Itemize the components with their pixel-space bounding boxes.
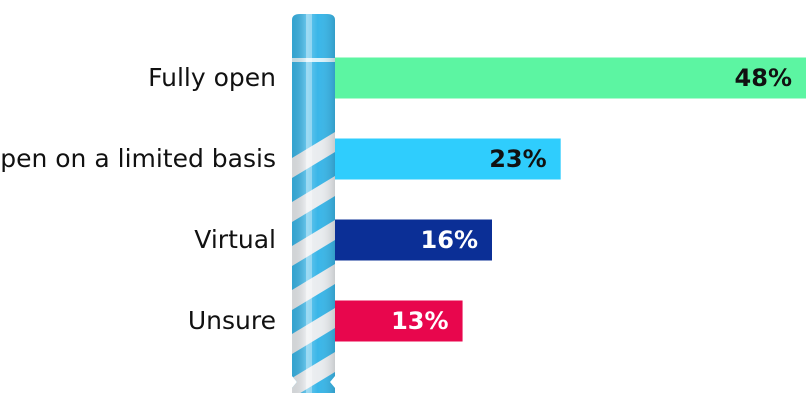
bars-layer — [335, 57, 806, 342]
straw-shading — [292, 14, 335, 393]
value-label: 16% — [420, 226, 478, 254]
bar-virtual — [335, 219, 492, 261]
category-label: Fully open — [148, 63, 276, 92]
value-label: 23% — [489, 145, 547, 173]
straw-baseline-graphic — [292, 14, 335, 393]
category-label: Virtual — [194, 225, 276, 254]
category-label: Open on a limited basis — [0, 144, 276, 173]
bar-open-on-a-limited-basis — [335, 138, 561, 180]
category-label: Unsure — [187, 306, 276, 335]
straw-shine — [306, 14, 312, 393]
bar-fully-open — [335, 57, 806, 99]
bar-unsure — [335, 300, 463, 342]
value-label: 48% — [734, 64, 792, 92]
value-label: 13% — [391, 307, 449, 335]
